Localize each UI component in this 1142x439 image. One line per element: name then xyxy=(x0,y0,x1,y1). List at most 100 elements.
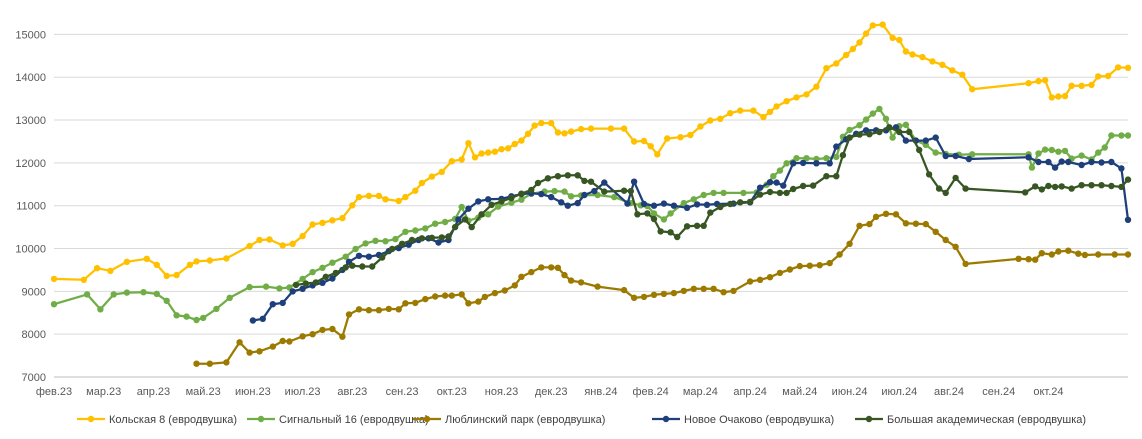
data-point xyxy=(153,290,160,298)
data-point xyxy=(345,311,353,318)
data-point xyxy=(548,119,555,127)
data-point xyxy=(342,264,349,271)
data-point xyxy=(650,215,658,223)
data-point xyxy=(193,360,200,367)
x-tick-label: июл.23 xyxy=(285,386,321,398)
data-point xyxy=(140,289,147,296)
x-axis-ticks: фев.23 мар.23 апр.23 май.23 июн.23 июл.23 авг.… xyxy=(36,386,1064,398)
data-point xyxy=(707,117,714,124)
data-point xyxy=(1118,183,1125,191)
data-point xyxy=(806,262,813,269)
data-point xyxy=(246,349,253,356)
data-point xyxy=(1118,165,1125,172)
data-point xyxy=(660,290,668,298)
data-point xyxy=(567,193,575,200)
data-point xyxy=(458,291,465,298)
data-point xyxy=(680,199,687,207)
data-point xyxy=(670,289,678,297)
data-point xyxy=(554,129,562,136)
data-point xyxy=(577,279,585,286)
data-point xyxy=(916,146,923,154)
data-point xyxy=(279,299,286,307)
data-point xyxy=(969,86,976,93)
data-point xyxy=(50,275,58,283)
y-tick-label: 9000 xyxy=(22,286,46,298)
data-point xyxy=(461,216,469,223)
data-point xyxy=(796,262,803,270)
data-point xyxy=(925,171,933,178)
data-point xyxy=(173,271,180,279)
data-point xyxy=(93,265,101,272)
data-point xyxy=(544,175,552,182)
data-point xyxy=(660,200,668,207)
data-point xyxy=(395,306,402,313)
x-tick-label: фев.24 xyxy=(633,386,669,398)
data-point xyxy=(1108,158,1115,166)
data-point xyxy=(654,151,661,158)
data-point xyxy=(451,223,459,231)
data-point xyxy=(882,210,890,217)
data-point xyxy=(737,199,744,206)
data-point xyxy=(1088,158,1095,166)
legend-item: Кольская 8 (евродвушка) xyxy=(77,414,237,426)
data-point xyxy=(783,98,790,105)
data-point xyxy=(664,135,671,142)
data-point xyxy=(1025,256,1032,263)
data-point xyxy=(302,280,310,287)
data-point xyxy=(309,331,316,338)
data-point xyxy=(329,259,336,266)
data-point xyxy=(342,253,349,260)
data-point xyxy=(730,287,737,295)
data-point xyxy=(710,189,717,197)
data-point xyxy=(833,143,840,150)
data-point xyxy=(902,48,910,55)
data-point xyxy=(932,149,939,156)
data-point xyxy=(799,182,807,190)
x-tick-label: авг.24 xyxy=(934,386,964,398)
data-point xyxy=(667,229,674,236)
x-tick-label: авг.23 xyxy=(337,386,367,398)
data-point xyxy=(508,194,515,202)
data-point xyxy=(952,243,959,250)
data-point xyxy=(640,137,648,145)
data-point xyxy=(717,203,724,211)
data-point xyxy=(485,196,492,203)
data-point xyxy=(737,107,744,114)
data-point xyxy=(919,53,926,61)
data-point xyxy=(746,278,754,285)
data-point xyxy=(309,221,316,228)
gridlines xyxy=(54,33,1128,335)
data-point xyxy=(783,189,790,197)
data-point xyxy=(862,30,870,37)
data-point xyxy=(123,289,131,296)
data-point xyxy=(329,325,336,333)
data-point xyxy=(256,348,263,355)
data-point xyxy=(707,209,714,216)
data-point xyxy=(365,253,373,260)
data-point xyxy=(395,197,402,205)
data-point xyxy=(902,137,910,144)
data-point xyxy=(279,337,286,345)
data-point xyxy=(1051,183,1059,191)
data-point xyxy=(746,198,754,206)
data-point xyxy=(856,39,863,46)
data-point xyxy=(339,214,346,222)
series-4 xyxy=(292,124,1132,289)
data-point xyxy=(879,21,886,28)
data-point xyxy=(1021,189,1029,196)
data-point xyxy=(1058,158,1065,165)
data-point xyxy=(1038,250,1046,257)
data-point xyxy=(564,172,571,179)
data-point xyxy=(448,292,455,299)
data-point xyxy=(123,258,131,265)
data-point xyxy=(869,110,876,117)
series-layer xyxy=(50,21,1132,367)
data-point xyxy=(355,306,363,313)
data-point xyxy=(1065,247,1072,254)
data-point xyxy=(876,105,883,113)
data-point xyxy=(262,283,270,290)
data-point xyxy=(620,125,628,132)
data-point xyxy=(286,338,293,345)
legend-label: Люблинский парк (евродвушка) xyxy=(445,414,605,426)
data-point xyxy=(902,121,910,128)
